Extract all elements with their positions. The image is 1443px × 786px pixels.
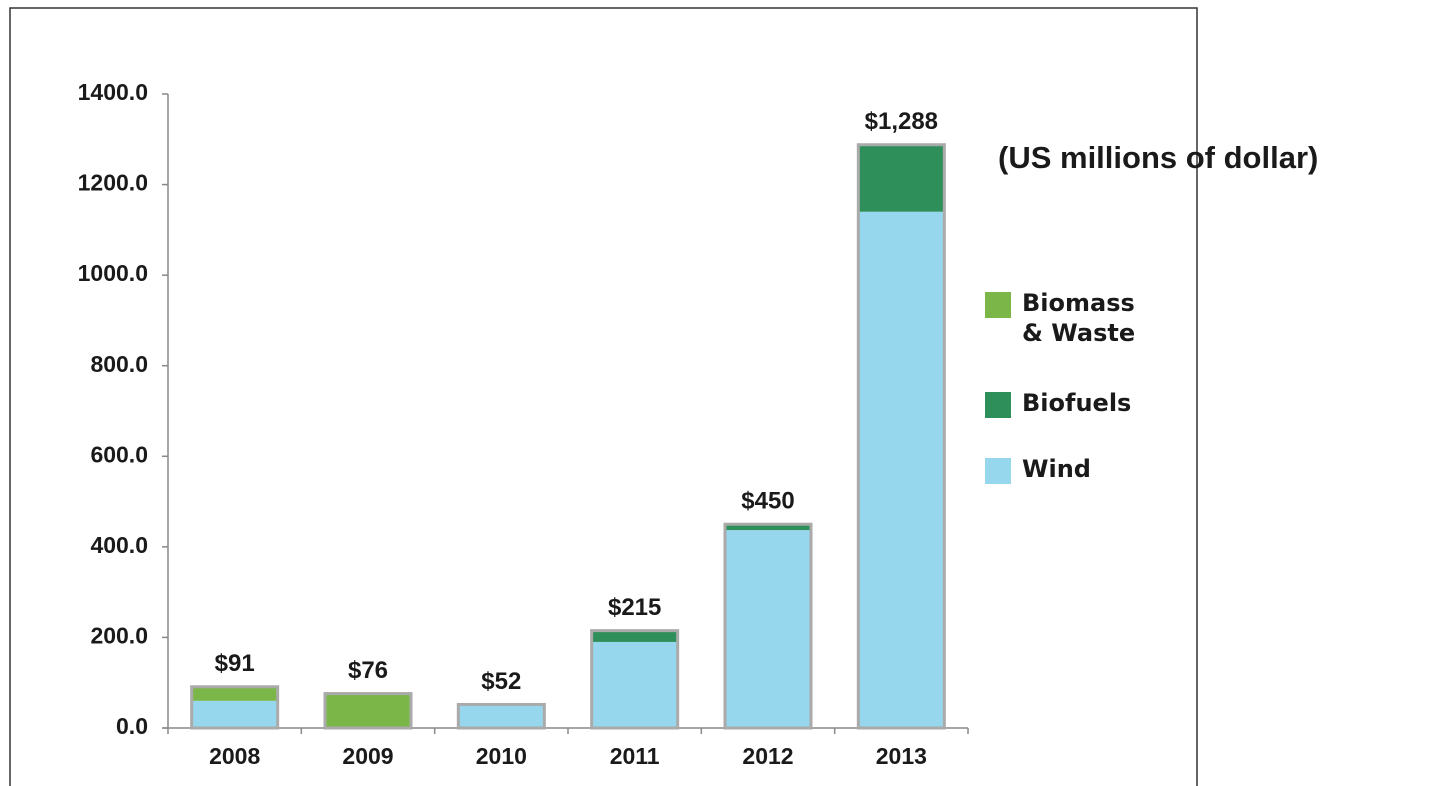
- x-tick-label: 2013: [876, 743, 927, 769]
- bar-segment: [325, 693, 411, 728]
- bar-outline: [723, 522, 813, 730]
- y-tick-label: 800.0: [90, 351, 148, 377]
- legend-swatch: [985, 292, 1011, 318]
- bar-segment: [858, 211, 945, 728]
- total-label: $1,288: [865, 108, 938, 135]
- legend-label: Wind: [1022, 455, 1091, 483]
- bar-outline: [856, 143, 946, 730]
- total-label: $215: [608, 594, 661, 621]
- y-tick-label: 200.0: [90, 623, 148, 649]
- bar-outline: [456, 702, 546, 730]
- legend-entry: Wind: [1022, 455, 1091, 483]
- bar-segment: [591, 630, 678, 642]
- y-tick-label: 1400.0: [78, 79, 148, 105]
- bar-outline: [590, 629, 680, 730]
- bar-segment: [725, 524, 811, 531]
- y-tick-label: 1200.0: [78, 170, 148, 196]
- legend-label: Biofuels: [1022, 389, 1132, 417]
- legend-label: Biomass & Waste: [1022, 289, 1136, 347]
- x-tick-label: 2012: [742, 743, 793, 769]
- x-tick-label: 2008: [209, 743, 260, 769]
- legend-swatch: [985, 458, 1011, 484]
- total-label: $450: [741, 488, 794, 515]
- y-tick-label: 1000.0: [78, 260, 148, 286]
- bar-segment: [191, 700, 278, 728]
- x-tick-label: 2011: [610, 743, 660, 769]
- legend-entry: Biomass & Waste: [1022, 289, 1136, 347]
- bar-segment: [858, 144, 945, 212]
- x-tick-label: 2009: [342, 743, 393, 769]
- x-tick-label: 2010: [476, 743, 527, 769]
- bar-segment: [191, 686, 278, 701]
- total-label: $91: [215, 650, 255, 677]
- y-tick-label: 0.0: [116, 713, 148, 739]
- bar-segment: [458, 704, 545, 728]
- frame: [9, 7, 1198, 786]
- annotation: (US millions of dollar): [998, 140, 1318, 175]
- y-tick-label: 600.0: [90, 441, 148, 467]
- y-tick-label: 400.0: [90, 532, 148, 558]
- bar-segment: [591, 641, 678, 728]
- total-label: $52: [481, 668, 521, 695]
- bar-segment: [725, 530, 811, 728]
- legend-swatch: [985, 392, 1011, 418]
- bar-outline: [190, 685, 280, 730]
- legend-entry: Biofuels: [1022, 389, 1132, 417]
- total-label: $76: [348, 657, 388, 684]
- bar-outline: [323, 692, 413, 730]
